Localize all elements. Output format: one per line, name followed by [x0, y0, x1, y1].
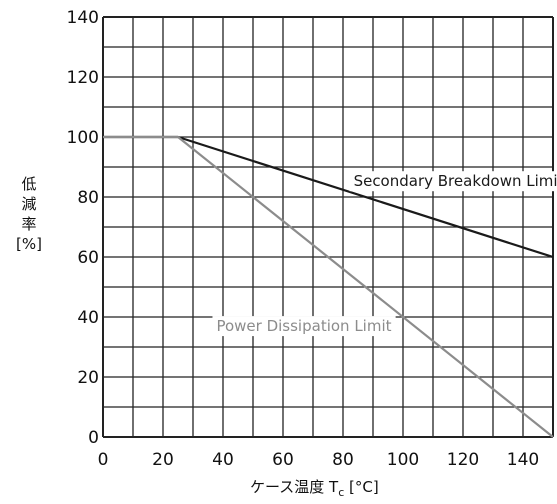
y-tick-label: 120 — [67, 68, 99, 88]
y-tick-label: 0 — [88, 428, 99, 448]
tick-labels: 0 20 40 60 80 100 120 140 0 20 40 60 80 100 120 140 — [67, 8, 540, 470]
x-tick-label: 120 — [447, 450, 479, 470]
y-axis-label-line: 低 — [21, 175, 37, 193]
x-tick-label: 140 — [507, 450, 539, 470]
y-axis-label-line: 率 — [21, 215, 37, 233]
power-dissipation-line — [103, 135, 554, 438]
x-tick-label: 20 — [152, 450, 174, 470]
y-axis-label-line: 減 — [21, 195, 37, 213]
y-tick-label: 100 — [67, 128, 99, 148]
series-lines — [103, 135, 554, 438]
power-dissipation-label-background — [212, 316, 396, 337]
y-axis-label: 低 減 率 [%] — [14, 174, 44, 254]
x-tick-label: 0 — [98, 450, 109, 470]
x-axis-label: ケース温度 Tc [°C] — [250, 476, 379, 499]
x-axis-label-unit: [°C] — [349, 478, 379, 496]
y-tick-label: 140 — [67, 8, 99, 28]
y-tick-label: 40 — [77, 308, 99, 328]
y-tick-label: 80 — [77, 188, 99, 208]
series-annotations: Secondary Breakdown Limit Power Dissipati… — [212, 171, 557, 337]
x-tick-label: 80 — [332, 450, 354, 470]
x-tick-label: 40 — [212, 450, 234, 470]
y-tick-label: 60 — [77, 248, 99, 268]
x-tick-label: 100 — [387, 450, 419, 470]
grid — [102, 16, 554, 438]
y-axis-label-unit: [%] — [16, 235, 42, 253]
secondary-breakdown-label: Secondary Breakdown Limit — [354, 172, 557, 190]
x-axis-label-subscript: c — [338, 486, 345, 499]
y-tick-label: 20 — [77, 368, 99, 388]
secondary-breakdown-label-background — [349, 171, 557, 192]
x-axis-label-main: ケース温度 T — [250, 478, 339, 496]
x-tick-label: 60 — [272, 450, 294, 470]
power-dissipation-label: Power Dissipation Limit — [216, 317, 391, 335]
